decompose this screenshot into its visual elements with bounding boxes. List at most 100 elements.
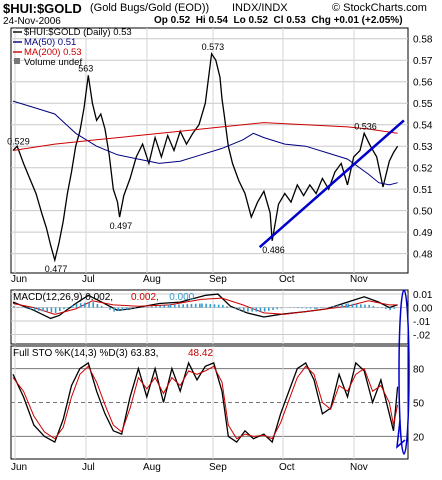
x-tick-label: Aug [143,274,161,285]
macd-histogram-bar [79,303,82,308]
macd-histogram-bar [178,304,180,308]
price-annotation: 0.497 [110,221,133,231]
highlight-arrow [396,419,406,449]
legend-entry: Full STO %K(14,3) %D(3) 63.83, [13,348,158,359]
macd-histogram-bar [385,307,387,310]
lo-label: Lo [233,15,246,26]
macd-histogram-bar [186,304,189,308]
macd-histogram-bar [247,307,249,312]
macd-histogram-bar [332,306,335,308]
watermark: © StockCharts.com [332,2,427,14]
y-tick-label: 0.54 [413,121,433,132]
series-line-ma-200- [12,122,398,151]
x-tick-label: Jul [82,462,95,473]
macd-histogram-bar [50,307,53,313]
macd-histogram-bar [113,307,115,312]
lo-value: 0.52 [248,15,268,26]
y-tick-label: 0.52 [413,164,433,175]
macd-histogram-bar [355,304,358,308]
security-name: (Gold Bugs/Gold (EOD)) [90,2,210,14]
y-tick-label: 0.00 [413,304,433,315]
macd-histogram-bar [117,307,120,311]
x-tick-label: Sep [209,462,227,473]
macd-histogram-bar [314,307,316,309]
macd-histogram-bar [17,307,19,308]
macd-histogram-bar [345,303,347,308]
legend-entry: MA(200) 0.53 [24,47,82,58]
x-tick-label: Sep [209,274,227,285]
macd-histogram-bar [234,307,237,309]
symbol-title: $HUI:$GOLD [3,1,82,16]
macd-histogram-bar [305,307,308,309]
macd-histogram-bar [360,304,362,308]
y-tick-label: 0.50 [413,207,433,218]
y-tick-label: 0.49 [413,228,433,239]
macd-histogram-bar [96,304,99,308]
op-label: Op [154,15,168,26]
macd-histogram-bar [54,307,57,313]
y-tick-label: 0.57 [413,56,433,67]
chg-value: +0.01 (+2.05%) [333,15,403,26]
macd-histogram-bar [347,303,350,308]
chg-label: Chg [311,15,331,26]
legend-entry: 0.000 [169,292,194,303]
macd-histogram-bar [71,305,74,308]
y-tick-label: -.01 [413,317,431,328]
legend-entry: 0.002, [131,292,159,303]
macd-histogram-bar [255,307,258,312]
macd-histogram-bar [173,304,176,308]
y-tick-label: 50 [413,399,425,410]
macd-histogram-bar [75,303,78,308]
macd-histogram-bar [280,307,283,309]
exchange-label: INDX/INDX [232,2,288,14]
macd-histogram-bar [190,303,193,308]
macd-histogram-bar [372,305,375,308]
macd-histogram-bar [263,307,266,312]
macd-histogram-bar [380,307,383,309]
y-tick-label: 0.53 [413,142,433,153]
quote-values: Op 0.52 Hi 0.54 Lo 0.52 Cl 0.53 Chg +0.0… [154,15,403,26]
y-tick-label: 0.51 [413,185,433,196]
macd-histogram-bar [276,307,278,310]
macd-histogram-bar [58,307,61,312]
hi-value: 0.54 [208,15,228,26]
legend-entry: MA(50) 0.51 [24,37,76,48]
macd-histogram-bar [25,307,28,309]
macd-histogram-bar [100,305,103,308]
macd-histogram-bar [150,306,153,308]
macd-histogram-bar [268,307,270,311]
macd-histogram-bar [33,307,36,311]
macd-histogram-bar [121,307,124,311]
macd-histogram-bar [29,307,32,310]
macd-histogram-bar [155,306,157,308]
x-tick-label: Nov [350,274,368,285]
macd-histogram-bar [393,307,396,309]
cl-label: Cl [273,15,284,26]
trendline [258,119,405,249]
macd-histogram-bar [328,306,331,308]
macd-histogram-bar [42,307,44,312]
x-tick-label: Jun [11,462,27,473]
x-tick-label: Oct [279,462,295,473]
legend-entry: MACD(12,26,9) 0.002, [13,292,113,303]
price-annotation: 563 [78,63,93,73]
macd-histogram-bar [84,302,86,308]
macd-histogram-bar [251,307,253,312]
price-annotation: 0.573 [202,42,225,52]
macd-histogram-bar [316,307,318,309]
macd-histogram-bar [194,303,197,308]
macd-histogram-bar [38,307,40,311]
macd-histogram-bar [242,307,245,312]
series-line--k [12,361,399,444]
macd-histogram-bar [238,307,241,311]
price-annotation: 0.529 [7,136,30,146]
x-tick-label: Oct [279,274,295,285]
x-tick-label: Jul [82,274,95,285]
macd-histogram-bar [201,303,203,308]
y-tick-label: 0.48 [413,250,433,261]
x-tick-label: Nov [350,462,368,473]
macd-histogram-bar [209,304,212,308]
price-annotation: 0.536 [354,121,377,131]
series-line-signal [12,297,398,315]
